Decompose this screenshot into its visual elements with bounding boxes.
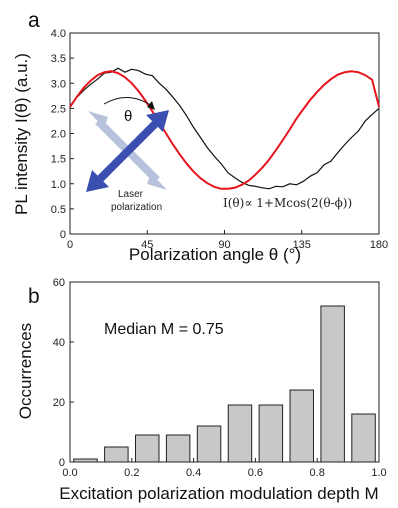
y-tick-label: 3.0: [51, 78, 66, 90]
dark-arrow-head-upper-right: [146, 110, 169, 132]
theta-symbol: θ: [124, 108, 132, 125]
panel-b-label: b: [28, 285, 40, 308]
panel-a: a 0 45 90 135 180 0 0.5 1.0 1.5 2.0 2.5 3.0 3.5 4.0 θ…: [12, 9, 388, 264]
laser-label: Laser: [118, 189, 144, 200]
x-tick-label: 0.8: [310, 467, 325, 479]
panel-a-label: a: [28, 9, 40, 32]
median-annotation: Median M = 0.75: [104, 321, 224, 338]
histogram-bar: [73, 458, 98, 463]
fit-equation: I(θ)∝ 1+Mcos(2(θ-ϕ)): [223, 196, 352, 210]
panel-b-frame: [69, 281, 380, 463]
x-tick-label: 135: [293, 239, 311, 251]
y-tick-label: 0: [59, 457, 65, 469]
histogram-bar: [289, 389, 314, 463]
histogram-bar: [135, 434, 160, 463]
y-tick-label: 0: [60, 229, 66, 241]
light-arrow-head-upper-left: [88, 111, 108, 128]
light-arrow-head-lower-right: [147, 173, 167, 190]
theta-arc-arrowhead: [147, 101, 155, 110]
panel-b-ylabel: Occurrences: [16, 323, 35, 419]
y-tick-label: 1.5: [51, 154, 66, 166]
laser-polarization-illustration: θ Laser polarization: [86, 97, 169, 213]
panel-b-ticks: 0.0 0.2 0.4 0.6 0.8 1.0 0 20 40 60: [53, 277, 387, 479]
x-tick-label: 0: [67, 239, 73, 251]
panel-a-ylabel: PL intensity I(θ) (a.u.): [12, 53, 31, 215]
histogram-bar: [196, 425, 222, 463]
y-tick-label: 3.5: [51, 53, 66, 65]
histogram-bar: [165, 434, 191, 463]
panel-a-series: [69, 67, 380, 190]
fit-curve: [69, 70, 380, 190]
histogram-bar: [227, 404, 253, 463]
panel-b-bars: [73, 305, 376, 463]
dark-arrow-line: [95, 119, 160, 184]
y-tick-label: 2.0: [51, 129, 66, 141]
y-tick-label: 2.5: [51, 103, 66, 115]
x-tick-label: 0.0: [62, 467, 77, 479]
x-tick-label: 90: [218, 239, 230, 251]
panel-a-ticks: 0 45 90 135 180 0 0.5 1.0 1.5 2.0 2.5 3.0 3.5 4.0: [51, 28, 388, 251]
x-tick-label: 180: [370, 239, 388, 251]
y-tick-label: 0.5: [51, 204, 66, 216]
y-tick-label: 40: [53, 337, 65, 349]
x-tick-label: 45: [141, 239, 153, 251]
x-tick-label: 1.0: [371, 467, 386, 479]
y-tick-label: 20: [53, 397, 65, 409]
data-curve: [69, 67, 380, 190]
panel-b: b 0.0 0.2 0.4 0.6 0.8 1.0 0 20 40 60 Median M = 0…: [16, 277, 387, 503]
y-tick-label: 60: [53, 277, 65, 289]
x-tick-label: 0.4: [186, 467, 201, 479]
panel-b-xlabel: Excitation polarization modulation depth…: [59, 484, 378, 503]
polarization-label: polarization: [111, 202, 162, 213]
x-tick-label: 0.6: [248, 467, 263, 479]
histogram-bar: [351, 413, 376, 463]
x-tick-label: 0.2: [124, 467, 139, 479]
y-tick-label: 1.0: [51, 179, 66, 191]
histogram-bar: [104, 446, 129, 463]
dark-arrow-head-lower-left: [86, 170, 109, 192]
y-tick-label: 4.0: [51, 28, 66, 40]
theta-arc: [103, 97, 153, 107]
histogram-bar: [320, 305, 345, 463]
histogram-bar: [258, 404, 284, 463]
panel-a-xlabel: Polarization angle θ (°): [129, 245, 301, 264]
